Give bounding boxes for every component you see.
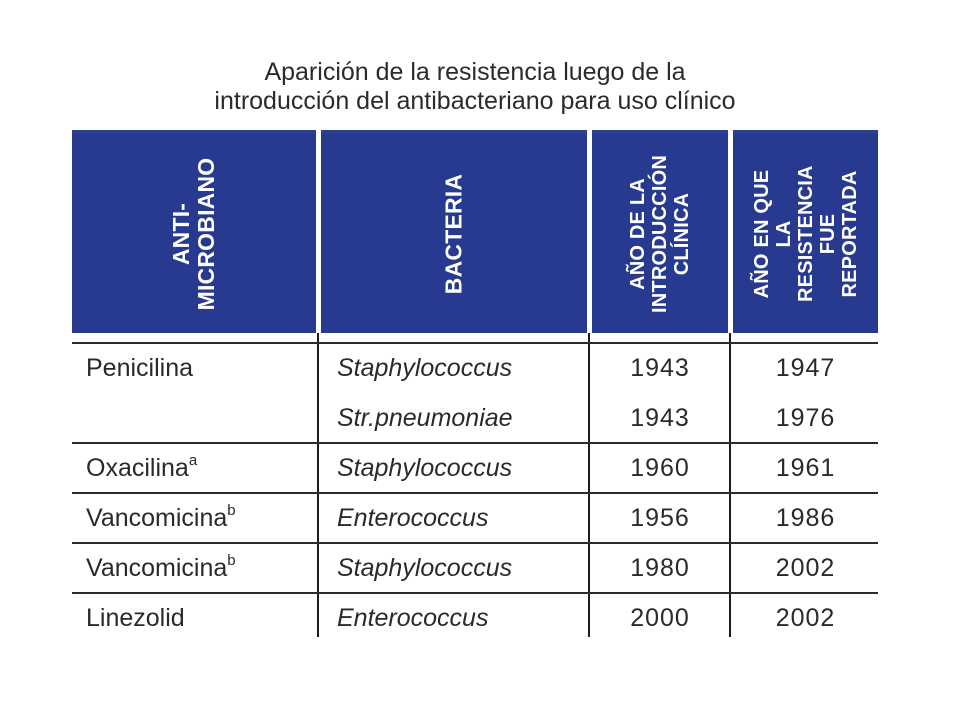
cell-introduccion: 1980 [630, 554, 690, 582]
cell-antimicrobiano: Oxacilinaa [86, 452, 198, 482]
cell-bacteria: Staphylococcus [337, 354, 513, 382]
resistance-table: ANTI- MICROBIANO BACTERIA AÑO DE LA INTR… [72, 130, 878, 637]
cell-antimicrobiano: Vancomicinab [86, 552, 236, 582]
cell-resistencia: 1947 [775, 354, 836, 382]
cell-introduccion: 1943 [630, 404, 690, 432]
cell-antimicrobiano: Linezolid [86, 604, 185, 632]
column-rule [317, 333, 319, 637]
row-rule [72, 342, 878, 344]
cell-introduccion: 1960 [630, 454, 690, 482]
cell-resistencia: 1986 [775, 504, 836, 532]
header-label-antimicrobiano: ANTI- MICROBIANO [168, 157, 219, 310]
cell-introduccion: 2000 [630, 604, 690, 632]
header-label-resistencia: AÑO EN QUE LA RESISTENCIA FUE REPORTADA [750, 164, 861, 302]
header-label-bacteria: BACTERIA [440, 173, 467, 294]
header-label-introduccion: AÑO DE LA INTRODUCCIÓN CLÍNICA [627, 154, 693, 313]
header-bacteria: BACTERIA [321, 134, 587, 333]
cell-bacteria: Enterococcus [337, 604, 489, 632]
cell-resistencia: 1976 [775, 404, 836, 432]
cell-introduccion: 1943 [630, 354, 690, 382]
cell-bacteria: Enterococcus [337, 504, 489, 532]
header-introduccion: AÑO DE LA INTRODUCCIÓN CLÍNICA [592, 134, 728, 333]
cell-resistencia: 1961 [775, 454, 836, 482]
header-resistencia: AÑO EN QUE LA RESISTENCIA FUE REPORTADA [733, 134, 878, 333]
cell-bacteria: Str.pneumoniae [337, 404, 513, 432]
cell-antimicrobiano: Vancomicinab [86, 502, 236, 532]
cell-antimicrobiano: Penicilina [86, 354, 194, 382]
title-line-1: Aparición de la resistencia luego de la [264, 58, 686, 86]
row-rule [72, 442, 878, 444]
title-line-2: introducción del antibacteriano para uso… [214, 87, 736, 115]
cell-introduccion: 1956 [630, 504, 690, 532]
row-rule [72, 492, 878, 494]
row-rule [72, 542, 878, 544]
cell-bacteria: Staphylococcus [337, 554, 513, 582]
cell-resistencia: 2002 [775, 554, 836, 582]
column-rule [729, 333, 731, 637]
column-rule [588, 333, 590, 637]
cell-resistencia: 2002 [775, 604, 836, 632]
cell-bacteria: Staphylococcus [337, 454, 513, 482]
row-rule [72, 592, 878, 594]
table-top-border [72, 130, 878, 134]
header-antimicrobiano: ANTI- MICROBIANO [72, 134, 316, 333]
table-title: Aparición de la resistencia luego de la … [72, 58, 878, 116]
